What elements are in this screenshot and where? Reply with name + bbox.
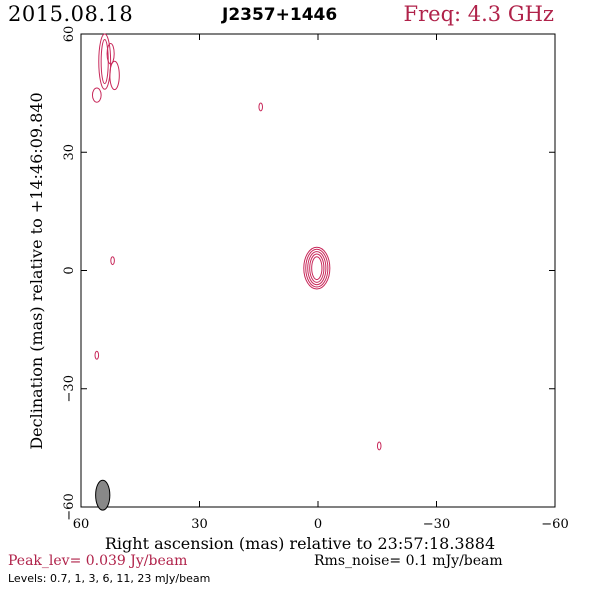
contour-ring <box>303 246 331 290</box>
beam-layer <box>95 479 111 511</box>
y-tick-label: −60 <box>62 493 77 520</box>
x-tick-labels: 60 30 0 −30 −60 <box>73 517 569 532</box>
contour-layer <box>91 33 382 451</box>
contour-ring <box>91 87 102 103</box>
frequency-label: Freq: 4.3 GHz <box>403 2 554 26</box>
x-axis-label: Right ascension (mas) relative to 23:57:… <box>105 534 495 553</box>
y-tick-label: −30 <box>62 375 77 402</box>
peak-level: Peak_lev= 0.039 Jy/beam <box>8 553 188 569</box>
x-tick-label: −60 <box>541 517 568 532</box>
y-tick-label: 60 <box>62 26 77 43</box>
y-tick-labels: −60 −30 0 30 60 <box>62 26 77 521</box>
contour-ring <box>258 102 264 112</box>
observation-date: 2015.08.18 <box>8 2 134 26</box>
contour-ring <box>106 42 115 65</box>
source-name: J2357+1446 <box>222 5 338 25</box>
contour-ring <box>307 251 327 286</box>
contour-ring <box>100 39 109 85</box>
x-tick-label: 0 <box>314 517 322 532</box>
contour-ring <box>311 256 323 281</box>
contour-ring <box>305 248 329 288</box>
x-tick-label: 60 <box>73 517 90 532</box>
y-axis-label: Declination (mas) relative to +14:46:09.… <box>27 92 46 449</box>
axis-ticks <box>80 33 556 508</box>
y-tick-label: 0 <box>62 266 77 274</box>
x-tick-label: −30 <box>423 517 450 532</box>
plot-frame <box>80 33 556 508</box>
y-tick-label: 30 <box>62 144 77 161</box>
contour-levels: Levels: 0.7, 1, 3, 6, 11, 23 mJy/beam <box>8 572 211 585</box>
contour-ring <box>109 60 120 91</box>
contour-ring <box>98 33 112 90</box>
contour-ring <box>309 253 325 283</box>
beam-ellipse <box>95 479 111 511</box>
contour-ring <box>94 350 100 360</box>
contour-ring <box>110 256 115 266</box>
rms-noise: Rms_noise= 0.1 mJy/beam <box>314 553 503 569</box>
x-tick-label: 30 <box>191 517 208 532</box>
contour-ring <box>376 441 382 451</box>
